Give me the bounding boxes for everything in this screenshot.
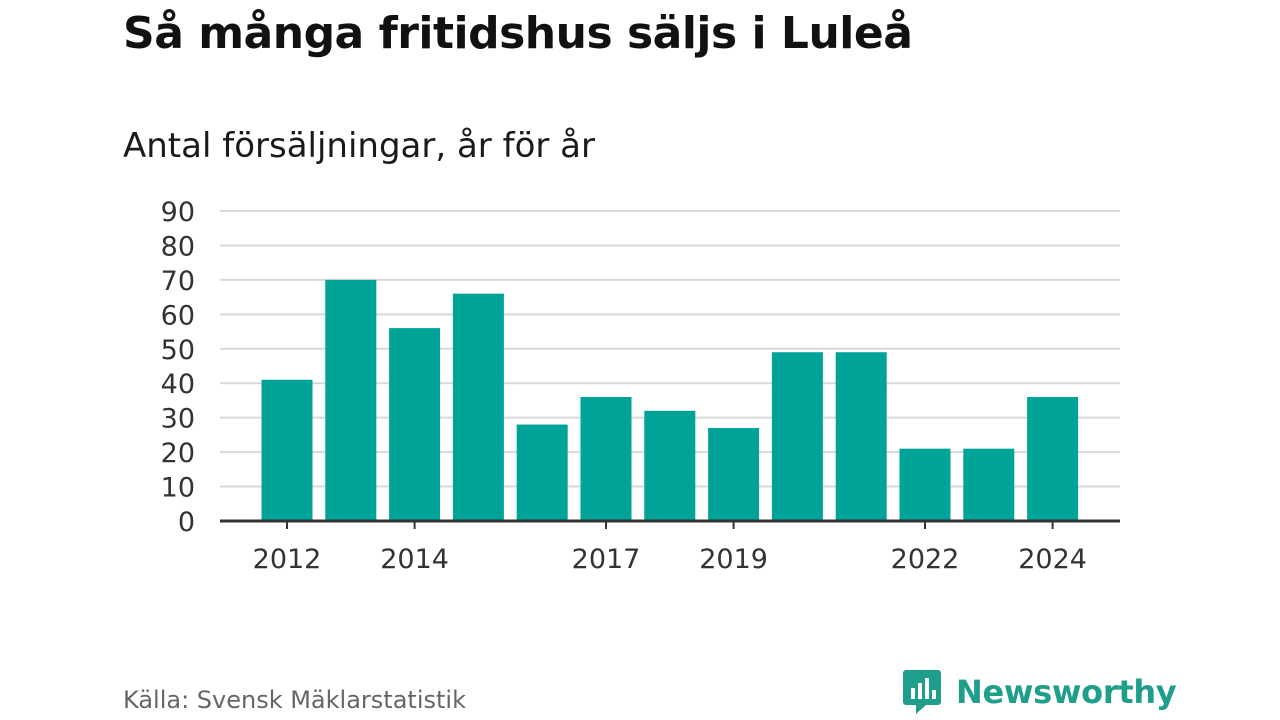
bar [452,293,504,521]
bar [261,379,313,521]
bar [580,397,632,521]
x-tick-label: 2012 [253,544,322,575]
x-axis-ticks: 2012 2014 2017 2019 2022 2024 [253,521,1087,575]
bar [899,448,951,521]
bar [771,352,823,521]
x-tick-label: 2014 [380,544,449,575]
bar [1027,397,1079,521]
source-note: Källa: Svensk Mäklarstatistik [123,686,466,714]
y-tick-label: 0 [178,507,195,538]
brand-logo: Newsworthy [902,668,1177,716]
y-tick-label: 50 [161,335,195,366]
x-tick-label: 2019 [699,544,768,575]
y-tick-label: 60 [161,300,195,331]
y-tick-label: 10 [161,473,195,504]
bar [325,279,377,521]
y-tick-label: 20 [161,438,195,469]
bar [963,448,1015,521]
x-tick-label: 2024 [1018,544,1087,575]
bar [516,424,568,521]
y-tick-label: 90 [161,197,195,228]
chart-subtitle: Antal försäljningar, år för år [123,126,595,166]
bar [644,410,696,521]
bar [389,328,441,521]
bar-chart-speech-bubble-icon [903,670,941,714]
y-tick-label: 30 [161,404,195,435]
chart-title: Så många fritidshus säljs i Luleå [123,8,913,59]
y-tick-label: 70 [161,266,195,297]
bar [835,352,887,521]
bars [261,279,1079,521]
x-tick-label: 2017 [572,544,641,575]
bar [708,428,760,521]
y-tick-label: 40 [161,369,195,400]
brand-name: Newsworthy [956,673,1177,711]
x-tick-label: 2022 [891,544,960,575]
y-tick-label: 80 [161,231,195,262]
